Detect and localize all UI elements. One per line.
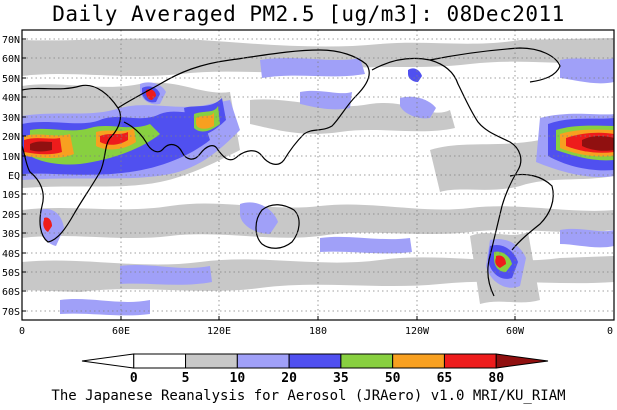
longitude-labels: 0 60E 120E 180 120W 60W 0 xyxy=(19,326,613,337)
colorbar xyxy=(81,353,549,369)
lon-label: 120E xyxy=(207,326,231,337)
lat-label: EQ xyxy=(8,171,20,182)
lon-label: 180 xyxy=(309,326,327,337)
axis-ticks xyxy=(21,38,615,320)
lat-label: 30N xyxy=(2,113,20,124)
lat-label: 30S xyxy=(2,229,20,240)
lat-label: 20S xyxy=(2,210,20,221)
lat-label: 50N xyxy=(2,74,20,85)
lat-label: 50S xyxy=(2,268,20,279)
south-america-coast xyxy=(509,173,554,251)
lat-label: 60S xyxy=(2,287,20,298)
colorbar-bin-<0 xyxy=(81,353,135,369)
lat-label: 40S xyxy=(2,249,20,260)
credit-line: The Japanese Reanalysis for Aerosol (JRA… xyxy=(51,388,566,404)
americas-coast xyxy=(371,57,522,297)
colorbar-bin->80 xyxy=(495,353,549,369)
lat-label: 70S xyxy=(2,307,20,318)
lat-label: 60N xyxy=(2,54,20,65)
lat-label: 40N xyxy=(2,93,20,104)
lat-label: 20N xyxy=(2,132,20,143)
graticule xyxy=(22,30,614,320)
colorbar-bin-10-20 xyxy=(236,353,290,369)
latitude-labels: 70N 60N 50N 40N 30N 20N 10N EQ 10S 20S 3… xyxy=(2,35,20,318)
colorbar-labels: 0 5 10 20 35 50 65 80 xyxy=(130,371,504,386)
pm25-band-over-80 xyxy=(30,136,614,152)
colorbar-bin-5-10 xyxy=(185,353,238,369)
colorbar-tick-label: 65 xyxy=(437,371,453,386)
pm25-field xyxy=(22,30,614,320)
colorbar-tick-label: 0 xyxy=(130,371,138,386)
africa-coast xyxy=(22,84,122,243)
lon-label: 120W xyxy=(405,326,430,337)
eurasia-coast xyxy=(117,49,370,165)
colorbar-bin-35-50 xyxy=(340,353,394,369)
colorbar-bin-20-35 xyxy=(288,353,342,369)
colorbar-bin-0-5 xyxy=(133,353,187,369)
colorbar-tick-label: 50 xyxy=(385,371,401,386)
lat-label: 70N xyxy=(2,35,20,46)
arctic-coast xyxy=(429,47,561,83)
colorbar-tick-label: 5 xyxy=(182,371,190,386)
colorbar-tick-label: 20 xyxy=(281,371,297,386)
australia-coast xyxy=(255,204,300,249)
lon-label: 60E xyxy=(112,326,130,337)
colorbar-bin-50-65 xyxy=(392,353,445,369)
colorbar-tick-label: 10 xyxy=(230,371,246,386)
figure-title: Daily Averaged PM2.5 [ug/m3]: 08Dec2011 xyxy=(52,2,565,26)
lon-label: 60W xyxy=(506,326,525,337)
coastlines xyxy=(22,47,561,297)
colorbar-bin-65-80 xyxy=(443,353,497,369)
lat-label: 10S xyxy=(2,190,20,201)
colorbar-tick-label: 35 xyxy=(333,371,349,386)
colorbar-tick-label: 80 xyxy=(488,371,504,386)
lon-label: 0 xyxy=(19,326,25,337)
lat-label: 10N xyxy=(2,152,20,163)
lon-label: 0 xyxy=(607,326,613,337)
